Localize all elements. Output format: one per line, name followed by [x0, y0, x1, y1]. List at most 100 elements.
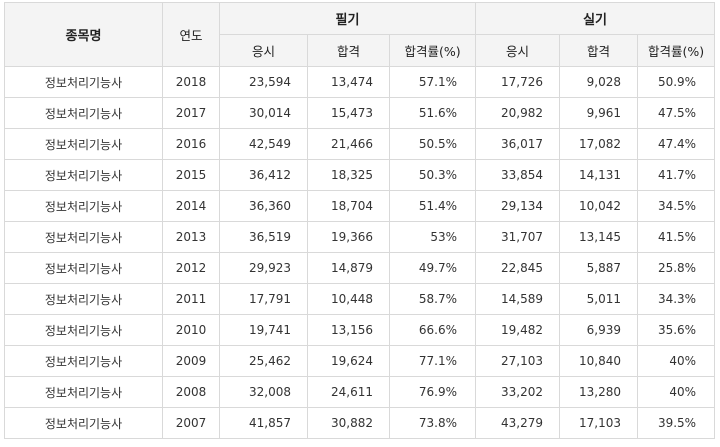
cell-written-pass: 10,448	[307, 283, 390, 315]
cell-practical-pass: 9,028	[559, 66, 639, 98]
header-row-subcolumns: 응시 합격 합격률(%) 응시 합격 합격률(%)	[5, 34, 716, 67]
cell-practical-apply: 33,854	[475, 159, 561, 191]
table-row: 정보처리기능사 2014 36,360 18,704 51.4% 29,134 10,042…	[4, 190, 716, 222]
cell-written-pass: 30,882	[307, 407, 390, 439]
cell-written-rate: 57.1%	[388, 66, 477, 98]
cell-written-pass: 18,704	[307, 190, 390, 222]
table-row: 정보처리기능사 2009 25,462 19,624 77.1% 27,103 10,840…	[4, 345, 716, 377]
header-written-group: 필기	[218, 2, 477, 35]
cell-written-apply: 19,741	[219, 314, 308, 346]
cell-practical-pass: 6,939	[559, 314, 639, 346]
header-written-apply: 응시	[219, 34, 308, 67]
cell-name: 정보처리기능사	[4, 159, 163, 191]
cell-year: 2014	[162, 190, 220, 222]
cell-name: 정보처리기능사	[4, 190, 163, 222]
cell-practical-pass: 13,145	[559, 221, 639, 253]
cell-written-apply: 32,008	[219, 376, 308, 408]
cell-practical-rate: 47.5%	[637, 97, 716, 129]
cell-name: 정보처리기능사	[4, 97, 163, 129]
cell-year: 2008	[162, 376, 220, 408]
cell-written-apply: 23,594	[219, 66, 308, 98]
cell-practical-apply: 29,134	[475, 190, 561, 222]
table-row: 정보처리기능사 2013 36,519 19,366 53% 31,707 13,145 41…	[4, 221, 716, 253]
exam-statistics-panel: 종목명 연도 필기 실기 응시 합격 합격률(%) 응시 합격 합격률(%) 정…	[4, 2, 716, 447]
cell-practical-apply: 43,279	[475, 407, 561, 439]
cell-practical-apply: 22,845	[475, 252, 561, 284]
cell-practical-apply: 17,726	[475, 66, 561, 98]
cell-practical-rate: 41.5%	[637, 221, 716, 253]
header-practical-apply: 응시	[475, 34, 561, 67]
cell-year: 2015	[162, 159, 220, 191]
cell-written-rate: 66.6%	[388, 314, 477, 346]
cell-written-apply: 29,923	[219, 252, 308, 284]
header-year: 연도	[162, 2, 220, 67]
cell-practical-rate: 35.6%	[637, 314, 716, 346]
cell-practical-apply: 33,202	[475, 376, 561, 408]
cell-written-pass: 13,156	[307, 314, 390, 346]
cell-written-rate: 51.6%	[388, 97, 477, 129]
cell-written-apply: 36,519	[219, 221, 308, 253]
cell-written-rate: 49.7%	[388, 252, 477, 284]
cell-written-pass: 13,474	[307, 66, 390, 98]
header-written-pass: 합격	[307, 34, 390, 67]
cell-year: 2012	[162, 252, 220, 284]
table-row: 정보처리기능사 2010 19,741 13,156 66.6% 19,482 6,939 3…	[4, 314, 716, 346]
cell-year: 2017	[162, 97, 220, 129]
cell-practical-pass: 17,082	[559, 128, 639, 160]
table-body: 정보처리기능사 2018 23,594 13,474 57.1% 17,726 9,028 5…	[4, 66, 716, 439]
cell-practical-rate: 34.3%	[637, 283, 716, 315]
cell-name: 정보처리기능사	[4, 128, 163, 160]
cell-written-pass: 19,624	[307, 345, 390, 377]
table-row: 정보처리기능사 2011 17,791 10,448 58.7% 14,589 5,011 3…	[4, 283, 716, 315]
cell-practical-apply: 31,707	[475, 221, 561, 253]
cell-written-rate: 58.7%	[388, 283, 477, 315]
cell-practical-pass: 9,961	[559, 97, 639, 129]
cell-practical-apply: 14,589	[475, 283, 561, 315]
cell-written-pass: 19,366	[307, 221, 390, 253]
table-header: 종목명 연도 필기 실기 응시 합격 합격률(%) 응시 합격 합격률(%)	[4, 2, 716, 67]
cell-practical-rate: 34.5%	[637, 190, 716, 222]
cell-year: 2013	[162, 221, 220, 253]
cell-name: 정보처리기능사	[4, 221, 163, 253]
cell-name: 정보처리기능사	[4, 314, 163, 346]
cell-year: 2016	[162, 128, 220, 160]
cell-practical-rate: 50.9%	[637, 66, 716, 98]
cell-written-apply: 36,360	[219, 190, 308, 222]
cell-name: 정보처리기능사	[4, 66, 163, 98]
cell-year: 2009	[162, 345, 220, 377]
table-row: 정보처리기능사 2007 41,857 30,882 73.8% 43,279 17,103…	[4, 407, 716, 439]
table-row: 정보처리기능사 2016 42,549 21,466 50.5% 36,017 17,082…	[4, 128, 716, 160]
cell-written-apply: 41,857	[219, 407, 308, 439]
cell-written-apply: 30,014	[219, 97, 308, 129]
header-practical-rate: 합격률(%)	[637, 34, 716, 67]
cell-practical-rate: 40%	[637, 345, 716, 377]
cell-written-pass: 18,325	[307, 159, 390, 191]
cell-written-rate: 73.8%	[388, 407, 477, 439]
cell-practical-rate: 47.4%	[637, 128, 716, 160]
cell-year: 2018	[162, 66, 220, 98]
cell-written-rate: 50.5%	[388, 128, 477, 160]
header-practical-group: 실기	[475, 2, 716, 35]
cell-practical-pass: 17,103	[559, 407, 639, 439]
cell-year: 2007	[162, 407, 220, 439]
cell-practical-apply: 36,017	[475, 128, 561, 160]
table-row: 정보처리기능사 2012 29,923 14,879 49.7% 22,845 5,887 2…	[4, 252, 716, 284]
cell-written-rate: 51.4%	[388, 190, 477, 222]
header-practical-pass: 합격	[559, 34, 639, 67]
cell-practical-pass: 13,280	[559, 376, 639, 408]
cell-practical-pass: 5,887	[559, 252, 639, 284]
cell-practical-rate: 41.7%	[637, 159, 716, 191]
cell-name: 정보처리기능사	[4, 345, 163, 377]
cell-written-pass: 24,611	[307, 376, 390, 408]
header-written-rate: 합격률(%)	[388, 34, 477, 67]
cell-practical-rate: 25.8%	[637, 252, 716, 284]
cell-written-rate: 53%	[388, 221, 477, 253]
cell-written-pass: 15,473	[307, 97, 390, 129]
cell-written-rate: 77.1%	[388, 345, 477, 377]
cell-practical-pass: 14,131	[559, 159, 639, 191]
exam-statistics-table: 종목명 연도 필기 실기 응시 합격 합격률(%) 응시 합격 합격률(%) 정…	[4, 2, 716, 439]
cell-practical-pass: 10,840	[559, 345, 639, 377]
table-row: 정보처리기능사 2017 30,014 15,473 51.6% 20,982 9,961 4…	[4, 97, 716, 129]
table-row: 정보처리기능사 2018 23,594 13,474 57.1% 17,726 9,028 5…	[4, 66, 716, 98]
cell-practical-pass: 5,011	[559, 283, 639, 315]
